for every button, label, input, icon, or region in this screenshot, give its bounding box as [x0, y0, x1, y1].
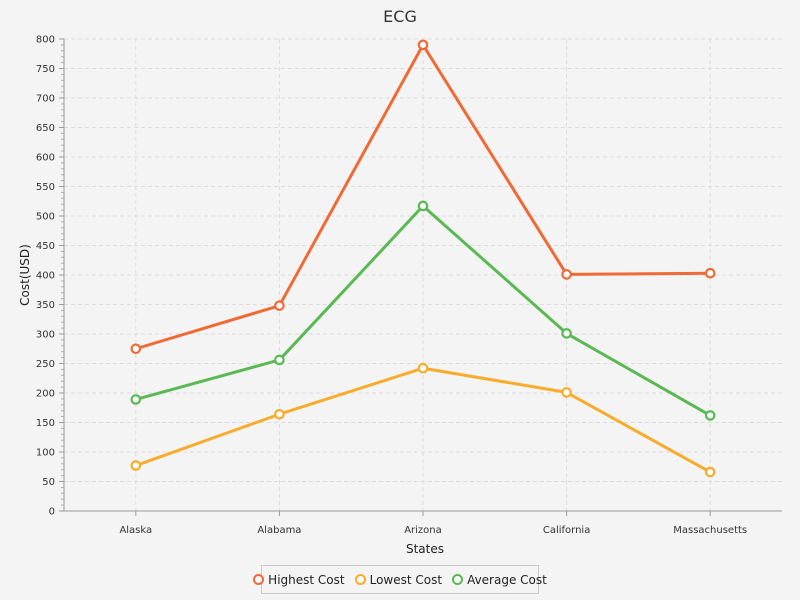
legend-marker-icon [452, 574, 464, 585]
y-tick-label: 750 [36, 64, 55, 75]
legend-marker-icon [253, 574, 265, 585]
axes: 0 50 100 150 200 250 300 350 400 450 500 550 600 650 7… [36, 35, 782, 536]
y-tick-label: 200 [36, 389, 55, 400]
data-point [274, 408, 285, 420]
data-point [130, 343, 142, 355]
y-tick-label: 400 [36, 271, 55, 282]
x-tick-label: Alabama [257, 525, 301, 536]
data-point [274, 300, 285, 311]
legend-item: Average Cost [452, 573, 547, 587]
legend-label: Lowest Cost [369, 572, 443, 587]
chart-title: ECG [383, 7, 417, 26]
data-point [704, 410, 716, 421]
y-tick-label: 50 [42, 477, 55, 488]
x-axis-title: States [406, 542, 444, 556]
y-tick-label: 800 [36, 35, 55, 46]
y-tick-label: 600 [36, 153, 55, 164]
y-tick-label: 500 [36, 212, 55, 223]
y-tick-label: 250 [36, 359, 55, 370]
legend-label: Highest Cost [268, 572, 345, 587]
y-tick-label: 300 [36, 330, 55, 341]
data-point [561, 269, 572, 280]
y-tick-label: 650 [36, 123, 55, 134]
data-point [561, 328, 572, 339]
data-point [704, 267, 716, 279]
data-point [417, 39, 429, 51]
y-tick-label: 150 [36, 418, 55, 429]
x-tick-label: California [543, 525, 591, 536]
x-tick-label: Alaska [119, 525, 152, 536]
data-point [274, 354, 285, 366]
legend-item: Highest Cost [253, 572, 345, 587]
data-point [417, 200, 429, 212]
series [130, 39, 716, 478]
y-tick-label: 350 [36, 300, 55, 311]
y-tick-label: 0 [49, 507, 55, 518]
data-point [561, 387, 572, 398]
x-tick-label: Massachusetts [673, 525, 747, 536]
y-tick-label: 450 [36, 241, 55, 252]
legend-item: Lowest Cost [354, 572, 443, 587]
y-tick-label: 550 [36, 182, 55, 193]
data-point [704, 466, 716, 478]
y-tick-label: 100 [36, 448, 55, 459]
legend-marker-icon [354, 574, 366, 585]
data-point [417, 362, 429, 374]
y-tick-label: 700 [36, 94, 55, 105]
y-axis-title: Cost(USD) [18, 244, 32, 306]
legend-label: Average Cost [467, 572, 547, 587]
legend: Highest Cost Lowest Cost Average Cost [253, 565, 547, 594]
data-point [130, 460, 142, 471]
data-point [130, 394, 142, 405]
x-tick-label: Arizona [404, 525, 442, 536]
